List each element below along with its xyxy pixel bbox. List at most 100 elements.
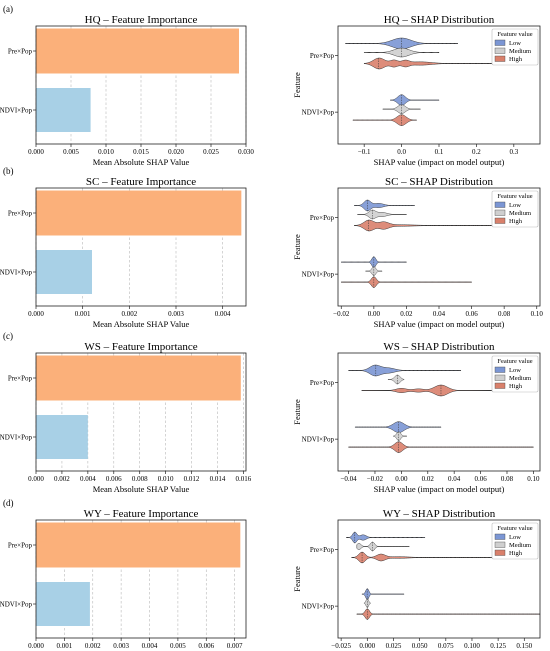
legend-label-high: High [509, 56, 523, 63]
x-tick-label: 0.2 [472, 148, 481, 156]
x-tick-label: 0.100 [464, 642, 480, 650]
x-tick-label: −0.02 [333, 310, 350, 318]
x-tick-label: 0.3 [509, 148, 518, 156]
shap-xlabel: SHAP value (impact on model output) [374, 319, 505, 329]
violin-medium [357, 209, 407, 220]
x-tick-label: 0.02 [400, 310, 413, 318]
x-tick-label: 0.003 [168, 310, 184, 318]
x-tick-label: 0.10 [531, 310, 544, 318]
x-tick-label: 0.002 [121, 310, 137, 318]
violin-high [361, 384, 501, 397]
x-tick-label: 0.025 [386, 642, 402, 650]
legend-swatch-medium [494, 47, 506, 54]
importance-xlabel: Mean Absolute SHAP Value [93, 319, 190, 329]
axes-frame [35, 519, 247, 639]
x-tick-label: 0.150 [516, 642, 532, 650]
y-tick-label: Pre×Pop [310, 546, 335, 554]
x-tick-label: 0.020 [168, 148, 184, 156]
x-tick-label: 0.001 [75, 310, 91, 318]
legend-swatch-high [494, 217, 506, 224]
legend-label-medium: Medium [509, 375, 531, 382]
shap-title: SC – SHAP Distribution [385, 176, 494, 188]
x-tick-label: 0.000 [28, 148, 44, 156]
y-tick-label: Pre×Pop [310, 379, 335, 387]
violin-high [348, 441, 534, 453]
y-tick-label: NDVI×Pop [302, 436, 335, 444]
x-tick-label: 0.0 [397, 148, 406, 156]
violin-medium [393, 431, 407, 441]
shap-title: WS – SHAP Distribution [383, 341, 495, 353]
legend-label-low: Low [509, 202, 521, 209]
importance-xlabel: Mean Absolute SHAP Value [93, 484, 190, 494]
y-tick-label: NDVI×Pop [0, 434, 32, 442]
y-tick-label: Pre×Pop [8, 210, 33, 218]
importance-panel-1: Pre×Pop NDVI×Pop 0.000 0.001 0.002 0.003 0.004… [0, 176, 247, 329]
violin-high [356, 608, 541, 620]
axes-frame [337, 519, 541, 639]
legend-swatch-low [494, 533, 506, 540]
violin-low [354, 421, 442, 433]
y-tick-label: NDVI×Pop [302, 109, 335, 117]
y-tick-label: Pre×Pop [8, 542, 33, 550]
axes-frame [35, 187, 247, 307]
violin-medium [363, 598, 371, 608]
panel-label: (b) [3, 166, 14, 176]
y-tick-label: NDVI×Pop [302, 603, 335, 611]
x-tick-label: 0.04 [433, 310, 446, 318]
x-tick-label: −0.1 [358, 148, 371, 156]
panel-label: (d) [3, 498, 14, 508]
x-tick-label: 0.002 [54, 475, 70, 483]
x-tick-label: 0.015 [133, 148, 149, 156]
legend-swatch-medium [494, 209, 506, 216]
violin-low [348, 364, 462, 377]
axes-frame [35, 352, 247, 472]
x-tick-label: 0.00 [368, 310, 381, 318]
shap-xlabel: SHAP value (impact on model output) [374, 484, 505, 494]
shap-ylabel: Feature [292, 566, 302, 592]
legend-label-high: High [509, 218, 523, 225]
bar-ndvi-pop [36, 415, 88, 459]
x-tick-label: 0.000 [359, 642, 375, 650]
legend-label-low: Low [509, 534, 521, 541]
legend-label-medium: Medium [509, 48, 531, 55]
bar-ndvi-pop [36, 250, 92, 294]
violin-high [341, 276, 472, 288]
panel-label: (a) [3, 4, 13, 14]
x-tick-label: 0.016 [236, 475, 252, 483]
x-tick-label: 0.06 [474, 475, 487, 483]
x-tick-label: 0.007 [227, 642, 243, 650]
violin-medium [387, 374, 405, 385]
legend-swatch-high [494, 549, 506, 556]
y-tick-label: NDVI×Pop [302, 271, 335, 279]
x-tick-label: 0.010 [158, 475, 174, 483]
x-tick-label: 0.08 [501, 475, 514, 483]
importance-panel-3: Pre×Pop NDVI×Pop 0.000 0.001 0.002 0.003 0.004… [0, 508, 247, 650]
x-tick-label: −0.02 [367, 475, 384, 483]
x-tick-label: 0.050 [412, 642, 428, 650]
shap-panel-1: Pre×Pop NDVI×Pop −0.02 0.00 0.02 0.04 0.06 0.08… [292, 176, 543, 329]
y-tick-label: Pre×Pop [310, 214, 335, 222]
violin-medium [363, 47, 440, 58]
importance-xlabel: Mean Absolute SHAP Value [93, 157, 190, 167]
x-tick-label: 0.000 [28, 475, 44, 483]
importance-title: HQ – Feature Importance [85, 14, 198, 26]
x-tick-label: 0.004 [215, 310, 231, 318]
x-tick-label: 0.06 [465, 310, 478, 318]
y-tick-label: NDVI×Pop [0, 107, 32, 115]
legend-label-high: High [509, 383, 523, 390]
shap-panel-0: Pre×Pop NDVI×Pop −0.1 0.0 0.1 0.2 0.3 HQ – SHAP… [292, 14, 541, 167]
x-tick-label: 0.001 [57, 642, 73, 650]
x-tick-label: 0.030 [238, 148, 254, 156]
x-tick-label: 0.006 [198, 642, 214, 650]
x-tick-label: 0.1 [435, 148, 444, 156]
shap-ylabel: Feature [292, 72, 302, 98]
legend-title: Feature value [497, 525, 532, 532]
legend-label-low: Low [509, 367, 521, 374]
y-tick-label: Pre×Pop [310, 52, 335, 60]
violin-low [354, 199, 415, 212]
y-tick-label: NDVI×Pop [0, 269, 32, 277]
